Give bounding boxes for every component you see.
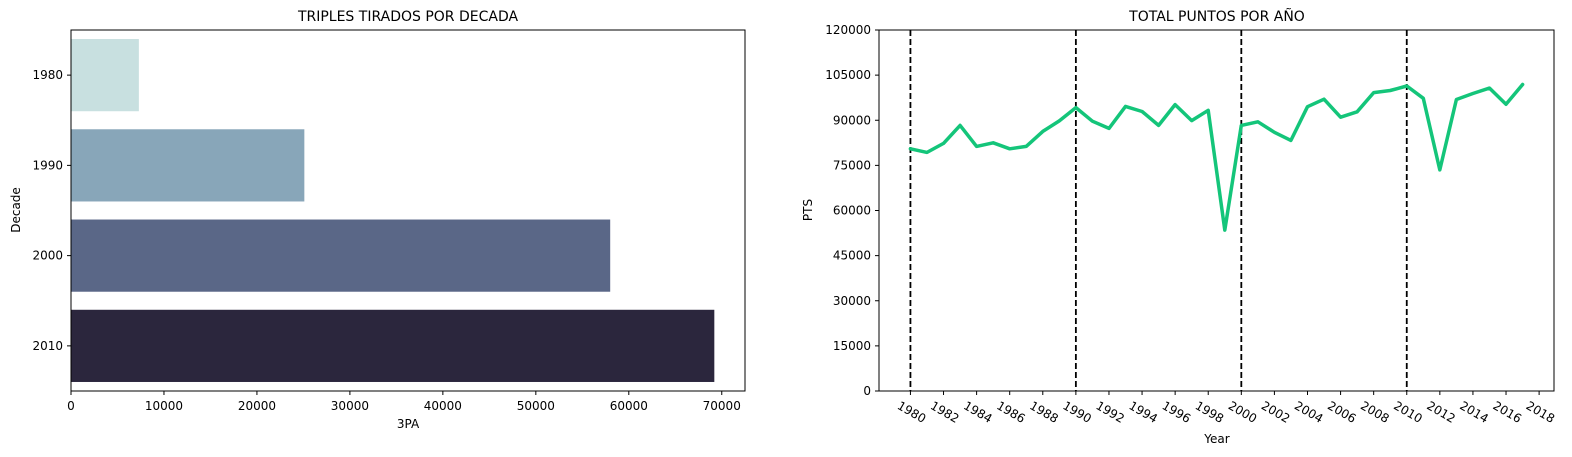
x-tick-label: 30000 [331, 399, 369, 413]
x-tick-label: 2014 [1457, 398, 1490, 425]
x-tick-label: 2012 [1424, 398, 1457, 425]
decade-markers [909, 30, 1408, 391]
line-plot-frame [878, 29, 1555, 392]
x-tick-label: 2000 [1226, 398, 1259, 425]
x-tick-label: 1986 [994, 398, 1027, 425]
y-tick-label: 45000 [833, 249, 871, 263]
x-tick-label: 20000 [238, 399, 276, 413]
bar-group [71, 39, 715, 382]
line-x-axis-label: Year [1203, 432, 1229, 446]
x-tick-label: 1988 [1027, 398, 1060, 425]
x-tick-label: 50000 [517, 399, 555, 413]
x-tick-label: 0 [67, 399, 75, 413]
bar-1980 [71, 39, 139, 112]
x-tick-label: 1982 [928, 398, 961, 425]
x-tick-label: 1996 [1160, 398, 1193, 425]
x-tick-label: 40000 [424, 399, 462, 413]
y-tick-label: 105000 [825, 68, 871, 82]
x-tick-label: 2002 [1259, 398, 1292, 425]
y-tick-label: 1980 [32, 68, 63, 82]
x-tick-label: 1998 [1193, 398, 1226, 425]
bar-y-ticks: 1980 1990 2000 2010 [32, 68, 71, 353]
line-chart: TOTAL PUNTOS POR AÑO 1980 1982 1984 1986 198… [801, 8, 1557, 446]
bar-plot-frame [70, 29, 746, 392]
y-tick-label: 2000 [32, 249, 63, 263]
bar-chart: TRIPLES TIRADOS POR DECADA 0 10000 20000 30… [9, 9, 746, 431]
y-tick-label: 1990 [32, 158, 63, 172]
x-tick-label: 1990 [1060, 398, 1093, 425]
x-tick-label: 1984 [961, 398, 994, 425]
x-tick-label: 2004 [1292, 398, 1325, 425]
bar-chart-title: TRIPLES TIRADOS POR DECADA [297, 9, 519, 25]
line-x-ticks: 1980 1982 1984 1986 1988 1990 1992 1994 1996 1998… [895, 391, 1557, 426]
x-tick-label: 1980 [895, 398, 928, 425]
y-tick-label: 30000 [833, 294, 871, 308]
x-tick-label: 2010 [1391, 398, 1424, 425]
x-tick-label: 2006 [1325, 398, 1358, 425]
x-tick-label: 10000 [145, 399, 183, 413]
pts-line [908, 82, 1525, 232]
bar-1990 [71, 129, 305, 202]
bar-2000 [71, 219, 611, 292]
x-tick-label: 2018 [1524, 398, 1557, 425]
y-tick-label: 2010 [32, 339, 63, 353]
bar-2010 [71, 309, 715, 382]
bar-x-axis-label: 3PA [397, 417, 420, 431]
bar-x-ticks: 0 10000 20000 30000 40000 50000 60000 70000 [67, 391, 741, 413]
x-tick-label: 2008 [1358, 398, 1391, 425]
line-y-axis-label: PTS [801, 199, 815, 221]
x-tick-label: 2016 [1491, 398, 1524, 425]
y-tick-label: 15000 [833, 339, 871, 353]
bar-y-axis-label: Decade [9, 187, 23, 233]
x-tick-label: 1994 [1127, 398, 1160, 425]
y-tick-label: 75000 [833, 158, 871, 172]
line-y-ticks: 0 15000 30000 45000 60000 75000 90000 105000 120… [825, 23, 879, 398]
y-tick-label: 90000 [833, 113, 871, 127]
line-chart-title: TOTAL PUNTOS POR AÑO [1128, 8, 1305, 25]
x-tick-label: 1992 [1093, 398, 1126, 425]
y-tick-label: 60000 [833, 204, 871, 218]
y-tick-label: 120000 [825, 23, 871, 37]
y-tick-label: 0 [863, 384, 871, 398]
x-tick-label: 60000 [610, 399, 648, 413]
x-tick-label: 70000 [703, 399, 741, 413]
